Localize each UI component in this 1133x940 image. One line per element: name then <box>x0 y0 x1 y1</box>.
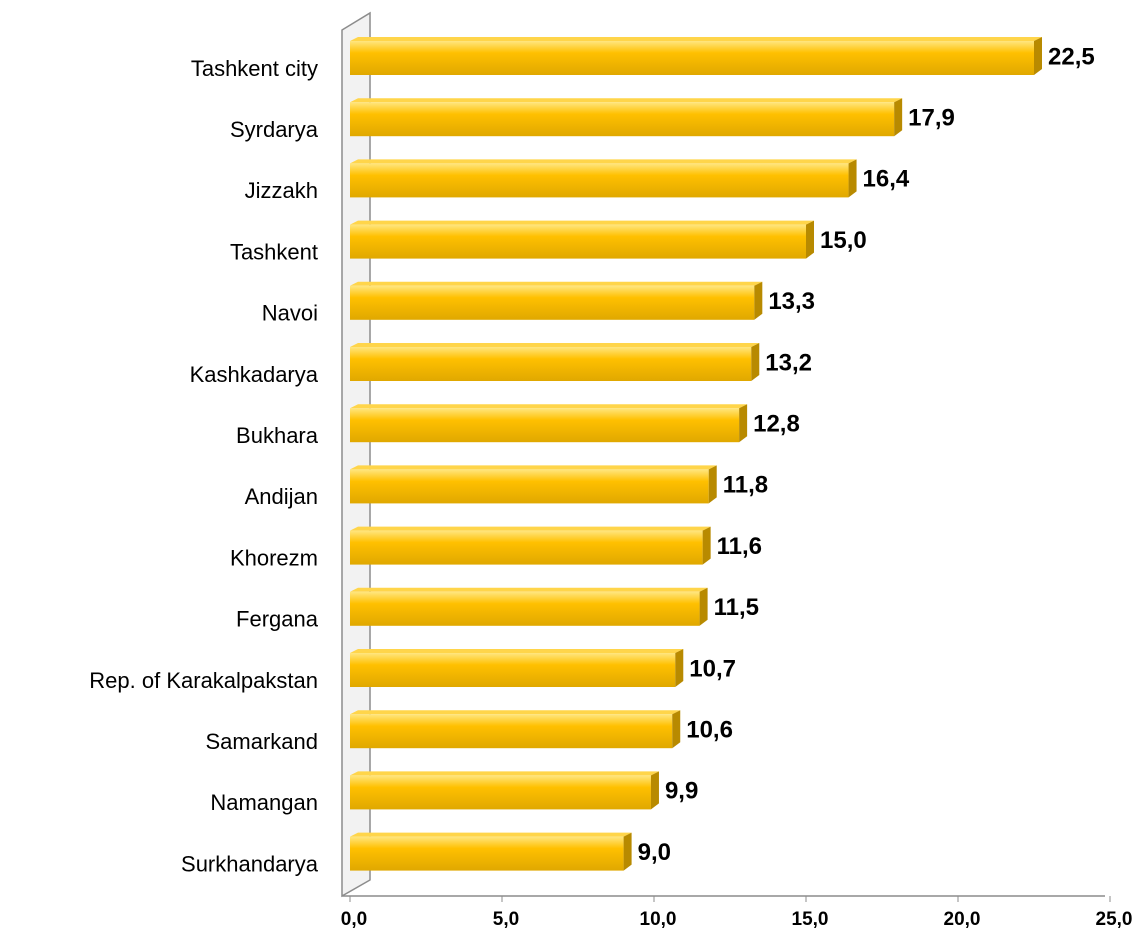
x-tick-label: 5,0 <box>493 909 519 930</box>
y-tick-label: Bukhara <box>236 423 319 448</box>
x-tick-label: 0,0 <box>341 909 367 930</box>
bar <box>350 102 895 137</box>
bar-side <box>650 771 659 810</box>
bar-top <box>350 404 748 409</box>
bar-side <box>739 404 748 443</box>
value-label: 9,0 <box>638 839 671 866</box>
bar-top <box>350 281 763 286</box>
bar-top <box>350 465 717 470</box>
value-label: 11,6 <box>717 533 762 560</box>
value-label: 13,2 <box>765 349 812 376</box>
value-label: 10,6 <box>686 717 733 744</box>
value-label: 11,8 <box>723 472 768 499</box>
y-tick-label: Tashkent <box>230 239 318 264</box>
value-label: 17,9 <box>908 105 955 132</box>
bar-side <box>754 281 763 320</box>
bar-top <box>350 159 857 164</box>
bar-side <box>623 832 632 871</box>
bar-side <box>675 649 684 687</box>
bar <box>350 836 624 871</box>
value-label: 11,5 <box>714 594 759 621</box>
back-wall <box>341 11 371 898</box>
bar <box>350 408 740 443</box>
bar <box>350 775 651 810</box>
value-label: 12,8 <box>753 411 800 438</box>
bar-top <box>350 649 684 653</box>
x-tick-label: 10,0 <box>640 909 677 930</box>
bar-top <box>350 37 1042 41</box>
bar-top <box>350 526 711 531</box>
bar <box>350 347 752 381</box>
bar <box>350 41 1034 75</box>
bar-top <box>350 710 681 715</box>
y-tick-label: Fergana <box>236 607 319 632</box>
bar-side <box>708 465 717 504</box>
y-tick-label: Navoi <box>262 301 318 326</box>
value-label: 10,7 <box>689 655 736 682</box>
bar <box>350 163 849 198</box>
y-tick-label: Rep. of Karakalpakstan <box>89 668 318 693</box>
bar-side <box>672 710 681 749</box>
y-tick-label: Surkhandarya <box>181 851 319 876</box>
bar-top <box>350 98 903 103</box>
bar-top <box>350 771 659 776</box>
x-tick-label: 15,0 <box>792 909 829 930</box>
bar-side <box>806 220 814 259</box>
y-tick-label: Syrdarya <box>230 117 319 142</box>
bar <box>350 224 806 259</box>
bar-top <box>350 832 632 837</box>
y-tick-label: Kashkadarya <box>190 362 319 387</box>
x-tick-label: 20,0 <box>944 909 981 930</box>
value-label: 22,5 <box>1048 43 1095 70</box>
bar <box>350 591 700 626</box>
bar <box>350 530 703 565</box>
y-tick-label: Namangan <box>210 790 318 815</box>
bar-top <box>350 343 760 347</box>
bar-side <box>699 587 708 626</box>
bar-side <box>1034 37 1042 75</box>
y-tick-label: Jizzakh <box>245 178 318 203</box>
bar-side <box>702 526 711 565</box>
y-tick-label: Andijan <box>245 484 318 509</box>
y-tick-label: Tashkent city <box>191 56 318 81</box>
value-label: 15,0 <box>820 227 867 254</box>
bar-top <box>350 220 814 225</box>
bar <box>350 653 676 687</box>
y-tick-label: Khorezm <box>230 545 318 570</box>
bar <box>350 285 755 320</box>
bar <box>350 469 709 504</box>
x-tick-label: 25,0 <box>1096 909 1133 930</box>
bar-side <box>751 343 760 381</box>
bar-top <box>350 587 708 592</box>
bar <box>350 714 673 749</box>
value-label: 13,3 <box>768 288 815 315</box>
y-tick-label: Samarkand <box>205 729 318 754</box>
value-label: 16,4 <box>863 166 910 193</box>
bar-side <box>848 159 857 198</box>
value-label: 9,9 <box>665 778 698 805</box>
bar-side <box>894 98 903 137</box>
